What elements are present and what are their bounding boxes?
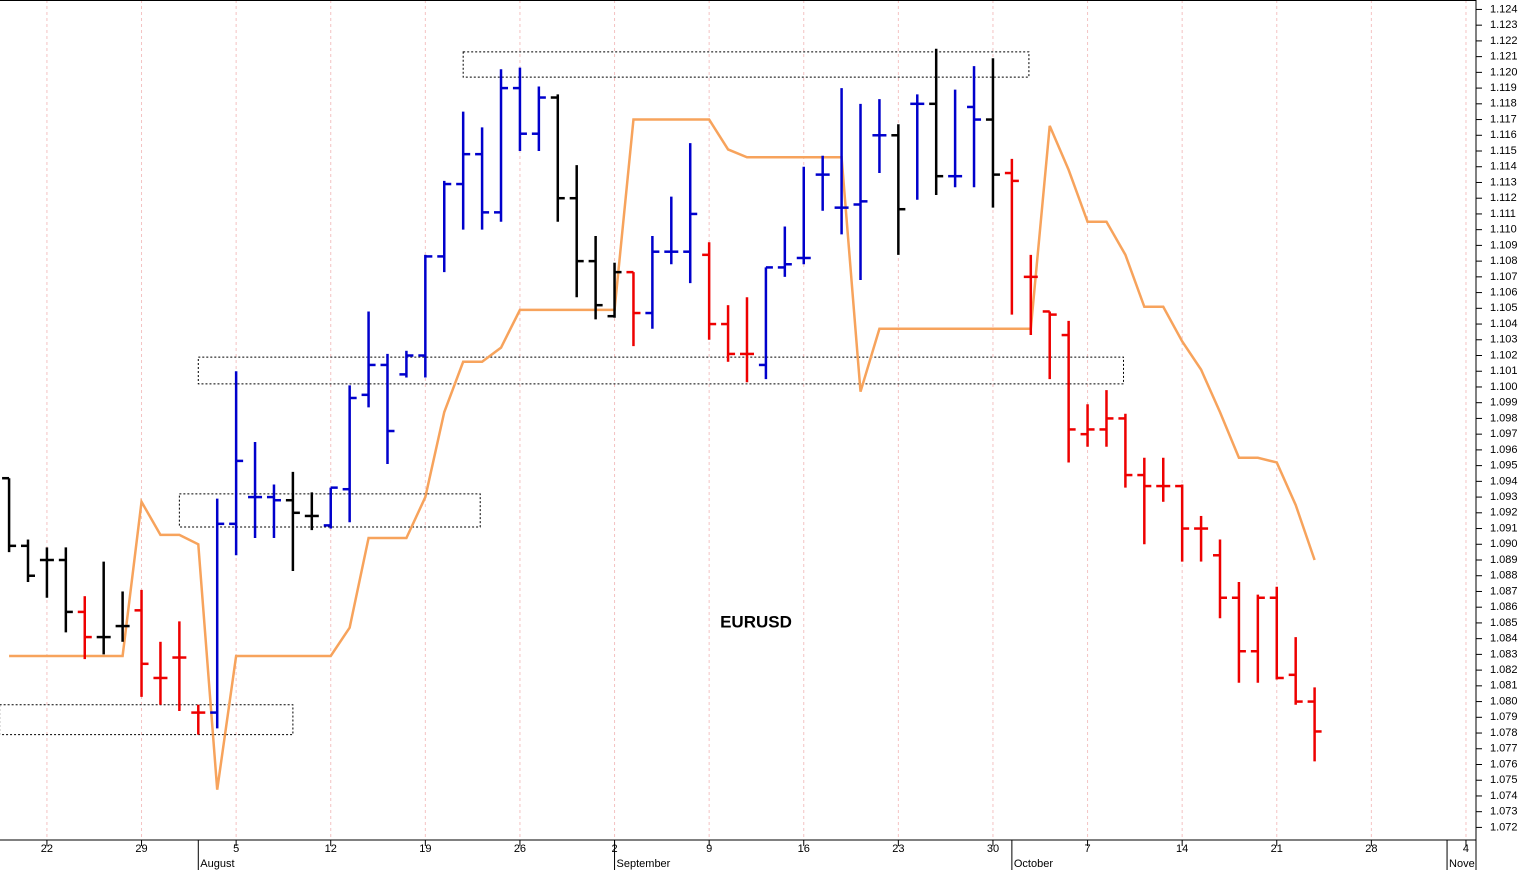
y-tick-label: 1.114 [1490, 161, 1517, 173]
y-tick-label: 1.074 [1490, 790, 1518, 802]
x-tick-label: 28 [1365, 843, 1377, 855]
y-tick-label: 1.109 [1490, 239, 1518, 251]
y-tick-label: 1.091 [1490, 522, 1518, 534]
y-tick-label: 1.116 [1490, 129, 1517, 141]
x-tick-label: 7 [1084, 843, 1090, 855]
y-tick-label: 1.100 [1490, 381, 1518, 393]
y-tick-label: 1.077 [1490, 743, 1518, 755]
y-tick-label: 1.118 [1490, 98, 1517, 110]
y-tick-label: 1.087 [1490, 585, 1518, 597]
y-tick-label: 1.110 [1490, 224, 1517, 236]
y-tick-label: 1.108 [1490, 255, 1518, 267]
y-tick-label: 1.104 [1490, 318, 1518, 330]
y-tick-label: 1.097 [1490, 428, 1518, 440]
y-tick-label: 1.106 [1490, 286, 1518, 298]
x-tick-label: 21 [1271, 843, 1283, 855]
symbol-label: EURUSD [720, 612, 792, 631]
month-label: August [200, 858, 234, 870]
x-tick-label: 16 [798, 843, 810, 855]
zone [0, 704, 294, 736]
y-tick-label: 1.084 [1490, 633, 1518, 645]
y-tick-label: 1.099 [1490, 397, 1518, 409]
month-label: Nove [1449, 858, 1475, 870]
y-tick-label: 1.081 [1490, 680, 1518, 692]
x-tick-label: 14 [1176, 843, 1188, 855]
y-tick-label: 1.073 [1490, 806, 1518, 818]
y-tick-label: 1.124 [1490, 3, 1518, 15]
y-tick-label: 1.111 [1490, 208, 1516, 220]
y-tick-label: 1.085 [1490, 617, 1518, 629]
y-tick-label: 1.103 [1490, 334, 1518, 346]
y-tick-label: 1.120 [1490, 66, 1518, 78]
y-tick-label: 1.093 [1490, 491, 1518, 503]
y-tick-label: 1.086 [1490, 601, 1518, 613]
y-tick-label: 1.076 [1490, 758, 1518, 770]
x-tick-label: 9 [706, 843, 712, 855]
y-tick-label: 1.096 [1490, 444, 1518, 456]
y-tick-label: 1.119 [1490, 82, 1517, 94]
x-tick-label: 30 [987, 843, 999, 855]
y-tick-label: 1.089 [1490, 554, 1518, 566]
y-tick-label: 1.117 [1490, 113, 1517, 125]
x-tick-label: 22 [41, 843, 53, 855]
indicator-line [9, 118, 1316, 790]
y-tick-label: 1.101 [1490, 365, 1518, 377]
y-tick-label: 1.075 [1490, 774, 1518, 786]
y-tick-label: 1.102 [1490, 349, 1518, 361]
y-tick-label: 1.105 [1490, 302, 1518, 314]
x-tick-label: 29 [135, 843, 147, 855]
x-tick-label: 19 [419, 843, 431, 855]
x-tick-label: 23 [892, 843, 904, 855]
y-tick-label: 1.094 [1490, 475, 1518, 487]
y-tick-label: 1.113 [1490, 176, 1517, 188]
month-label: September [617, 858, 671, 870]
y-tick-label: 1.098 [1490, 412, 1518, 424]
y-tick-label: 1.123 [1490, 19, 1518, 31]
y-tick-label: 1.082 [1490, 664, 1518, 676]
y-tick-label: 1.090 [1490, 538, 1518, 550]
y-tick-label: 1.112 [1490, 192, 1517, 204]
month-label: October [1014, 858, 1053, 870]
y-tick-label: 1.121 [1490, 51, 1518, 63]
x-tick-label: 5 [233, 843, 239, 855]
y-tick-label: 1.080 [1490, 695, 1518, 707]
y-tick-label: 1.107 [1490, 271, 1518, 283]
y-tick-label: 1.078 [1490, 727, 1518, 739]
x-tick-label: 26 [514, 843, 526, 855]
x-tick-label: 12 [325, 843, 337, 855]
y-tick-label: 1.088 [1490, 570, 1518, 582]
y-tick-label: 1.122 [1490, 35, 1518, 47]
x-tick-label: 4 [1463, 843, 1469, 855]
y-tick-label: 1.115 [1490, 145, 1517, 157]
y-tick-label: 1.083 [1490, 648, 1518, 660]
y-tick-label: 1.095 [1490, 460, 1518, 472]
y-tick-label: 1.072 [1490, 821, 1518, 833]
y-tick-label: 1.079 [1490, 711, 1518, 723]
y-tick-label: 1.092 [1490, 507, 1518, 519]
zone [462, 51, 1030, 78]
